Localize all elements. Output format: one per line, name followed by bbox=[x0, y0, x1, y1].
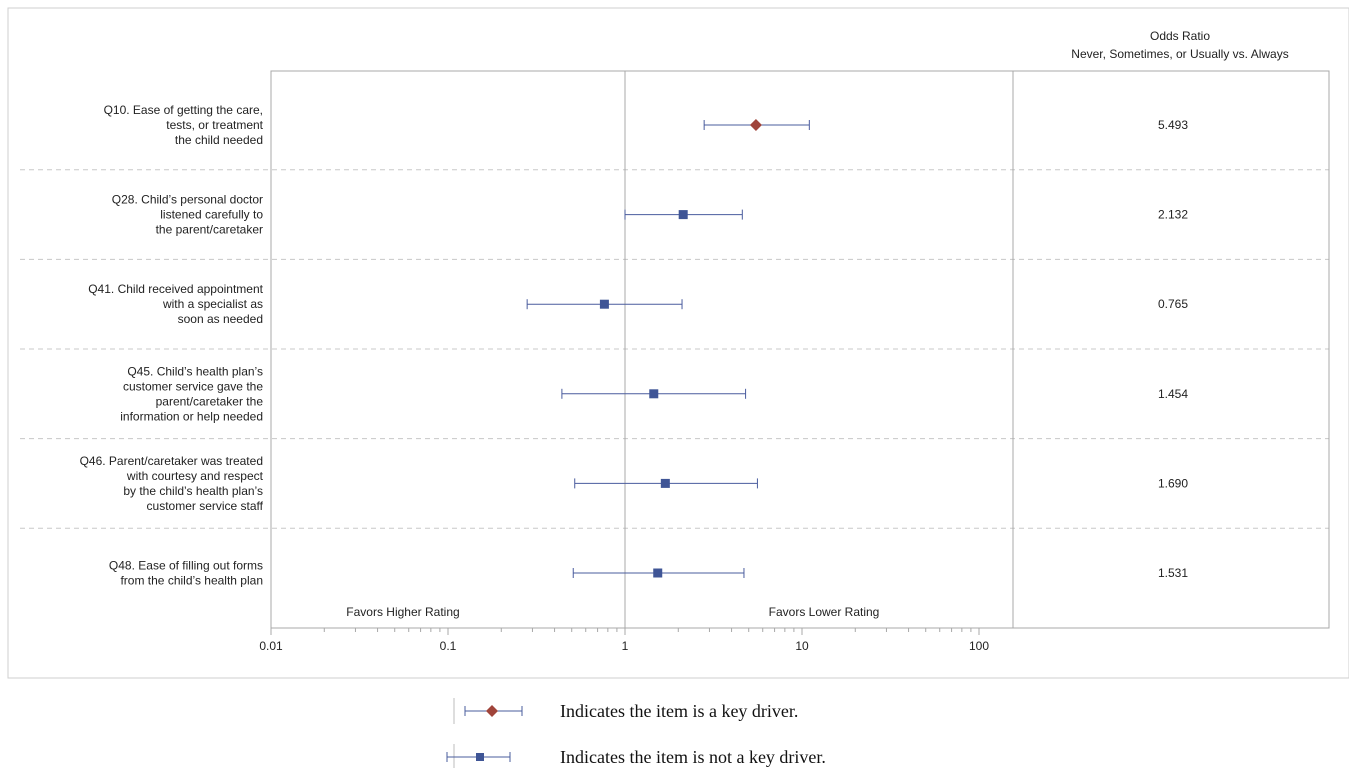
odds-ratio-header: Odds Ratio bbox=[1150, 29, 1210, 43]
row-label-line: Q10. Ease of getting the care, bbox=[104, 103, 263, 117]
legend-key-driver-text: Indicates the item is a key driver. bbox=[560, 701, 798, 721]
x-tick-label: 0.1 bbox=[440, 639, 457, 653]
row-label-line: tests, or treatment bbox=[166, 118, 263, 132]
row-label-line: with courtesy and respect bbox=[126, 469, 264, 483]
favor-higher-label: Favors Higher Rating bbox=[346, 605, 459, 619]
odds-ratio-value: 1.690 bbox=[1158, 476, 1188, 490]
x-tick-label: 0.01 bbox=[259, 639, 283, 653]
row-label-line: from the child’s health plan bbox=[120, 574, 263, 588]
odds-ratio-value: 1.531 bbox=[1158, 566, 1188, 580]
row-label-line: customer service gave the bbox=[123, 379, 263, 393]
estimate-marker bbox=[599, 299, 609, 309]
row-label-line: Q48. Ease of filling out forms bbox=[109, 559, 263, 573]
row-label-line: information or help needed bbox=[120, 409, 263, 423]
row-label-line: parent/caretaker the bbox=[156, 394, 264, 408]
odds-ratio-value: 5.493 bbox=[1158, 118, 1188, 132]
odds-ratio-subheader: Never, Sometimes, or Usually vs. Always bbox=[1071, 47, 1288, 61]
row-label-line: Q46. Parent/caretaker was treated bbox=[80, 454, 263, 468]
estimate-marker bbox=[653, 568, 663, 578]
odds-ratio-value: 1.454 bbox=[1158, 387, 1188, 401]
row-label-line: listened carefully to bbox=[160, 208, 263, 222]
row-label-line: soon as needed bbox=[178, 312, 263, 326]
estimate-marker bbox=[649, 389, 659, 399]
row-label-line: customer service staff bbox=[147, 499, 264, 513]
x-tick-label: 1 bbox=[622, 639, 629, 653]
key-driver-marker bbox=[749, 119, 762, 131]
x-tick-label: 10 bbox=[795, 639, 809, 653]
legend-key-driver-symbol bbox=[453, 698, 523, 724]
row-label-line: Q28. Child’s personal doctor bbox=[112, 193, 263, 207]
row-label-line: with a specialist as bbox=[162, 297, 263, 311]
outer-frame bbox=[7, 7, 1349, 679]
row-label-line: by the child’s health plan’s bbox=[123, 484, 263, 498]
odds-ratio-value: 2.132 bbox=[1158, 208, 1188, 222]
estimate-marker bbox=[660, 478, 670, 488]
row-label-line: Q41. Child received appointment bbox=[88, 282, 263, 296]
favor-lower-label: Favors Lower Rating bbox=[769, 605, 880, 619]
row-label-line: the parent/caretaker bbox=[156, 223, 263, 237]
x-tick-label: 100 bbox=[969, 639, 989, 653]
plot-frame bbox=[270, 70, 1330, 629]
row-label-line: Q45. Child’s health plan’s bbox=[127, 364, 263, 378]
odds-ratio-value: 0.765 bbox=[1158, 297, 1188, 311]
estimate-marker bbox=[678, 210, 688, 220]
legend: Indicates the item is a key driver. Indi… bbox=[446, 698, 826, 768]
forest-row: Q10. Ease of getting the care,tests, or … bbox=[104, 103, 1189, 147]
legend-not-key-driver-text: Indicates the item is not a key driver. bbox=[560, 747, 826, 767]
legend-not-key-driver-symbol bbox=[446, 744, 511, 768]
row-label-line: the child needed bbox=[175, 133, 263, 147]
